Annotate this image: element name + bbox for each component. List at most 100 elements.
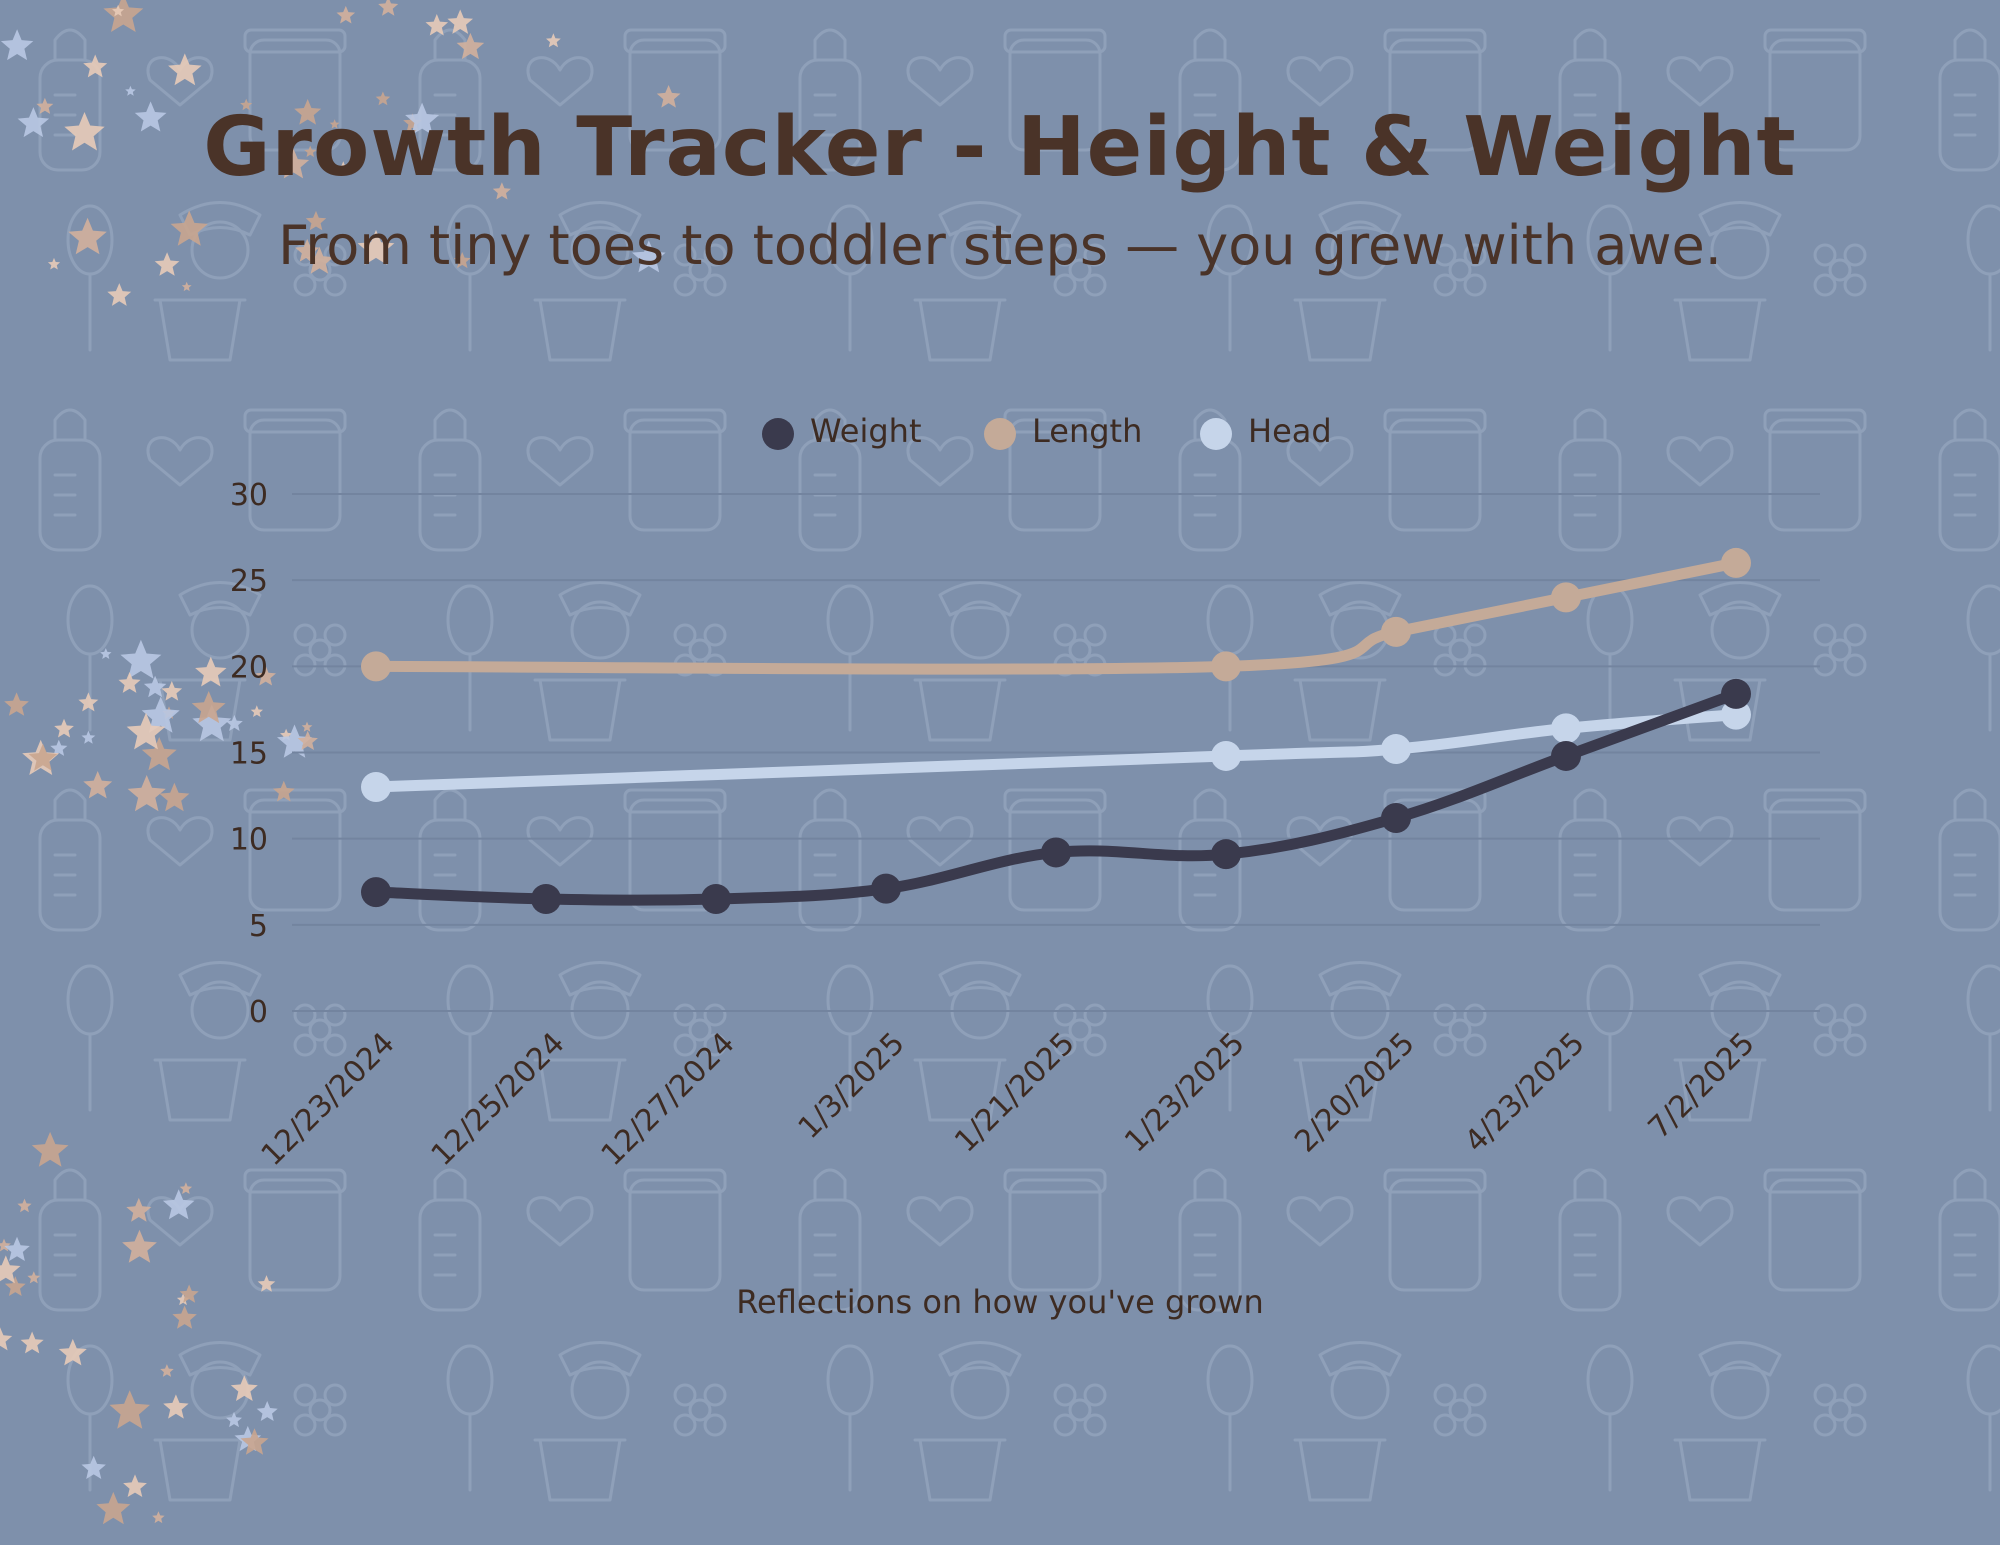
- decorative-stars: [0, 0, 681, 1525]
- data-point-weight: [531, 883, 561, 914]
- y-tick-label: 30: [230, 478, 268, 513]
- star-decoration: [277, 148, 310, 179]
- x-axis-labels: 12/23/2024 12/25/2024 12/27/2024 1/3/2025 1/…: [255, 1026, 1762, 1173]
- star-decoration: [123, 1474, 147, 1497]
- y-tick-label: 25: [230, 564, 268, 599]
- data-point-length: [1211, 651, 1241, 682]
- x-tick-label: 4/23/2025: [1458, 1026, 1592, 1160]
- star-decoration: [96, 1491, 131, 1525]
- data-point-weight: [361, 877, 391, 908]
- star-decoration: [134, 101, 167, 132]
- star-decoration: [47, 257, 61, 270]
- star-decoration: [36, 97, 54, 114]
- star-decoration: [378, 0, 399, 16]
- y-tick-label: 20: [230, 650, 268, 685]
- data-point-head: [1551, 713, 1581, 744]
- star-decoration: [78, 692, 99, 712]
- data-point-weight: [1041, 837, 1071, 868]
- star-decoration: [632, 240, 666, 273]
- star-decoration: [126, 1197, 152, 1222]
- x-tick-label: 1/23/2025: [1118, 1026, 1252, 1160]
- star-decoration: [492, 182, 511, 200]
- star-decoration: [28, 743, 58, 771]
- series-line-head: [370, 709, 1742, 793]
- y-tick-label: 0: [249, 995, 268, 1030]
- star-decoration: [304, 145, 317, 157]
- star-decoration: [58, 1338, 87, 1366]
- star-decoration: [191, 691, 226, 724]
- star-decoration: [4, 692, 29, 716]
- star-decoration: [83, 54, 108, 78]
- star-decoration: [0, 1255, 21, 1284]
- data-point-weight: [871, 873, 901, 904]
- chart-legend: Weight Length Head: [762, 412, 1332, 450]
- star-decoration: [0, 1238, 11, 1252]
- data-point-length: [361, 651, 391, 682]
- star-decoration: [192, 704, 232, 742]
- star-decoration: [118, 671, 141, 693]
- star-decoration: [127, 775, 166, 812]
- data-point-head: [1211, 740, 1241, 771]
- star-decoration: [112, 4, 125, 17]
- legend-marker-head: [1200, 418, 1232, 450]
- star-decoration: [225, 714, 243, 731]
- star-decoration: [226, 1411, 242, 1428]
- data-point-head: [361, 771, 391, 802]
- star-decoration: [27, 1271, 41, 1284]
- star-decoration: [122, 1229, 157, 1263]
- series-line-length: [370, 557, 1742, 675]
- star-decoration: [4, 1236, 30, 1261]
- star-decoration: [125, 85, 136, 96]
- chart-caption: Reflections on how you've grown: [736, 1283, 1264, 1321]
- chart-subtitle: From tiny toes to toddler steps — you gr…: [278, 214, 1722, 277]
- star-decoration: [68, 217, 107, 255]
- star-decoration: [336, 161, 350, 174]
- star-decoration: [159, 782, 190, 812]
- star-decoration: [17, 107, 50, 138]
- chart-title: Growth Tracker - Height & Weight: [203, 100, 1797, 195]
- star-decoration: [179, 1284, 199, 1303]
- star-decoration: [162, 1189, 195, 1220]
- x-tick-label: 1/21/2025: [948, 1026, 1082, 1160]
- star-decoration: [357, 229, 395, 265]
- star-decoration: [295, 238, 320, 262]
- star-decoration: [0, 29, 34, 61]
- star-decoration: [109, 1390, 150, 1429]
- star-decoration: [255, 665, 276, 686]
- data-point-length: [1381, 616, 1411, 647]
- star-decoration: [54, 718, 74, 738]
- star-decoration: [154, 252, 180, 276]
- legend-label-length: Length: [1032, 412, 1142, 450]
- legend-marker-weight: [762, 418, 794, 450]
- star-decoration: [126, 712, 166, 750]
- star-decoration: [250, 705, 263, 717]
- series-points: [361, 547, 1751, 914]
- data-point-head: [1721, 699, 1751, 730]
- y-tick-label: 10: [230, 823, 268, 858]
- star-decoration: [176, 1293, 190, 1306]
- star-decoration: [656, 85, 681, 108]
- star-decoration: [161, 681, 183, 701]
- star-decoration: [546, 33, 561, 48]
- star-decoration: [240, 1428, 269, 1455]
- star-decoration: [425, 14, 449, 36]
- x-tick-label: 12/25/2024: [425, 1026, 572, 1173]
- legend-label-weight: Weight: [810, 412, 921, 450]
- x-tick-label: 7/2/2025: [1642, 1026, 1762, 1146]
- legend-label-head: Head: [1248, 412, 1332, 450]
- series-line-weight: [370, 688, 1742, 906]
- star-decoration: [163, 1394, 189, 1419]
- star-decoration: [168, 53, 202, 86]
- star-decoration: [230, 1375, 258, 1401]
- star-decoration: [336, 5, 356, 24]
- star-decoration: [0, 1327, 13, 1351]
- star-decoration: [257, 1275, 276, 1292]
- y-axis-labels: 0 5 10 15 20 25 30: [230, 478, 268, 1030]
- x-tick-label: 12/23/2024: [255, 1026, 402, 1173]
- data-point-length: [1551, 582, 1581, 613]
- star-decoration: [141, 696, 180, 733]
- star-decoration: [64, 112, 105, 151]
- star-decoration: [305, 210, 327, 231]
- data-point-length: [1721, 547, 1751, 578]
